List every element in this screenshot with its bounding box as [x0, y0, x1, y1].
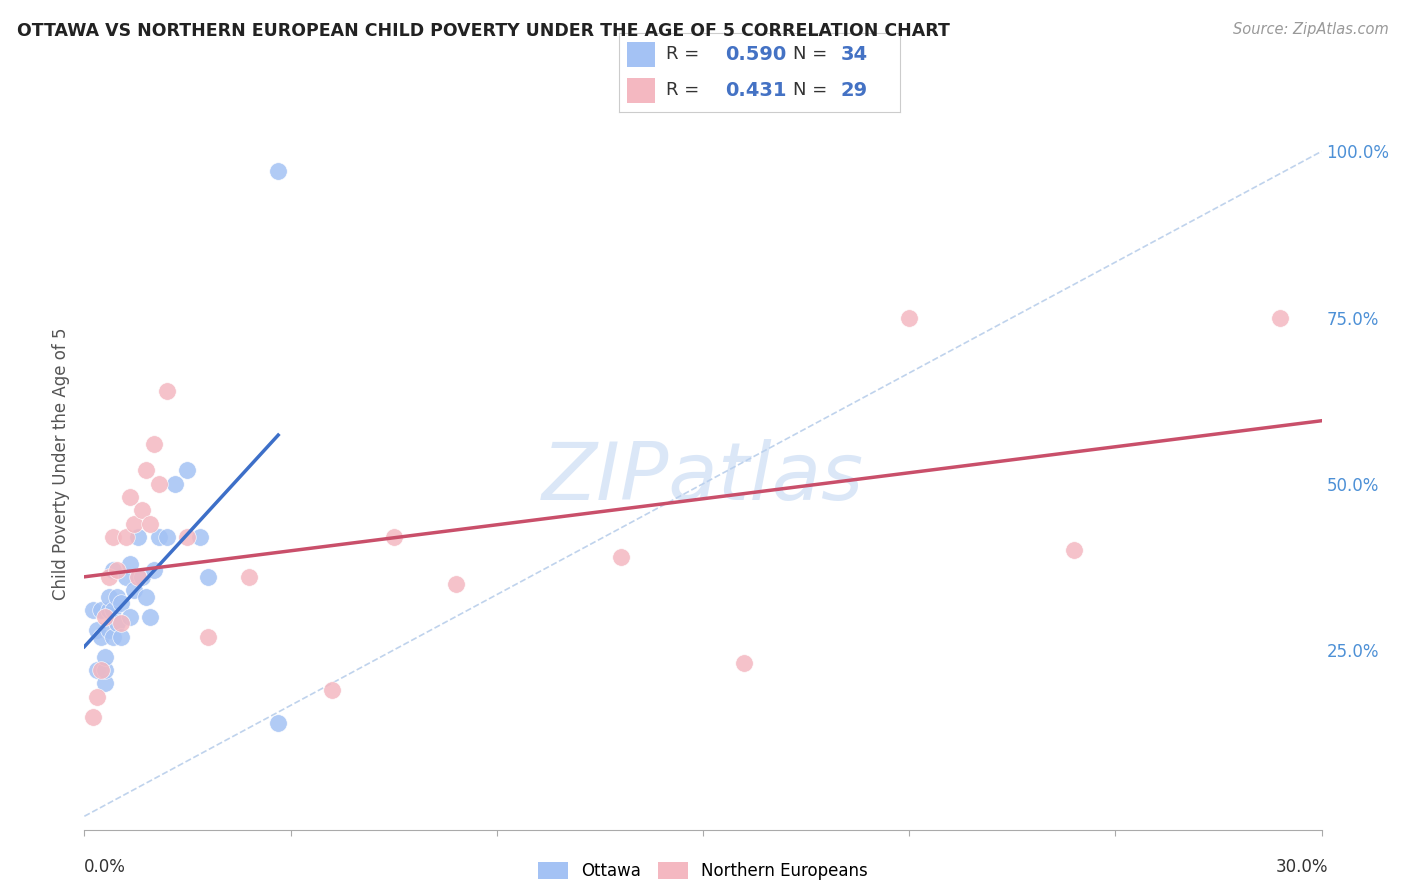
Text: R =: R = — [666, 81, 700, 99]
Text: 0.431: 0.431 — [725, 81, 787, 100]
Point — [118, 490, 141, 504]
Point — [82, 603, 104, 617]
Point — [98, 623, 121, 637]
Point — [98, 590, 121, 604]
Point — [118, 557, 141, 571]
Point — [105, 590, 128, 604]
Point — [898, 310, 921, 325]
Bar — [627, 42, 655, 67]
Point — [103, 630, 125, 644]
Point — [105, 616, 128, 631]
Legend: Ottawa, Northern Europeans: Ottawa, Northern Europeans — [531, 855, 875, 887]
Point — [86, 663, 108, 677]
Point — [103, 563, 125, 577]
Point — [94, 676, 117, 690]
Point — [127, 570, 149, 584]
Point — [131, 570, 153, 584]
Point — [176, 463, 198, 477]
Text: N =: N = — [793, 81, 827, 99]
Point — [176, 530, 198, 544]
Point — [131, 503, 153, 517]
Point — [143, 437, 166, 451]
Text: N =: N = — [793, 45, 827, 63]
Point — [82, 709, 104, 723]
Text: OTTAWA VS NORTHERN EUROPEAN CHILD POVERTY UNDER THE AGE OF 5 CORRELATION CHART: OTTAWA VS NORTHERN EUROPEAN CHILD POVERT… — [17, 22, 949, 40]
Point — [139, 516, 162, 531]
Text: R =: R = — [666, 45, 700, 63]
Text: Source: ZipAtlas.com: Source: ZipAtlas.com — [1233, 22, 1389, 37]
Point — [188, 530, 211, 544]
Point — [110, 616, 132, 631]
Point — [122, 516, 145, 531]
Point — [103, 530, 125, 544]
Text: 30.0%: 30.0% — [1277, 858, 1329, 876]
Point — [165, 476, 187, 491]
Point — [94, 609, 117, 624]
Text: 29: 29 — [841, 81, 868, 100]
Point — [156, 384, 179, 398]
Point — [86, 623, 108, 637]
Point — [143, 563, 166, 577]
Point — [382, 530, 405, 544]
Text: ZIPatlas: ZIPatlas — [541, 440, 865, 517]
Point — [135, 463, 157, 477]
Point — [90, 630, 112, 644]
Point — [321, 682, 343, 697]
Point — [197, 570, 219, 584]
Point — [1270, 310, 1292, 325]
Point — [267, 164, 290, 178]
Point — [197, 630, 219, 644]
Text: 0.590: 0.590 — [725, 45, 787, 63]
Point — [98, 570, 121, 584]
Point — [127, 530, 149, 544]
Point — [94, 649, 117, 664]
Point — [1063, 543, 1085, 558]
Bar — [627, 78, 655, 103]
Y-axis label: Child Poverty Under the Age of 5: Child Poverty Under the Age of 5 — [52, 327, 70, 600]
Point — [148, 530, 170, 544]
Point — [139, 609, 162, 624]
Point — [444, 576, 467, 591]
Point — [609, 549, 631, 564]
Text: 0.0%: 0.0% — [84, 858, 127, 876]
Point — [122, 583, 145, 598]
Point — [110, 597, 132, 611]
Point — [135, 590, 157, 604]
Point — [118, 609, 141, 624]
Point — [94, 663, 117, 677]
Point — [114, 570, 136, 584]
Point — [105, 563, 128, 577]
Point — [103, 603, 125, 617]
Point — [86, 690, 108, 704]
Point — [90, 663, 112, 677]
Point — [114, 530, 136, 544]
Point — [90, 603, 112, 617]
Point — [110, 630, 132, 644]
Point — [733, 657, 755, 671]
Point — [238, 570, 260, 584]
Point — [156, 530, 179, 544]
Point — [267, 716, 290, 731]
Point — [98, 603, 121, 617]
Point — [148, 476, 170, 491]
Text: 34: 34 — [841, 45, 868, 63]
